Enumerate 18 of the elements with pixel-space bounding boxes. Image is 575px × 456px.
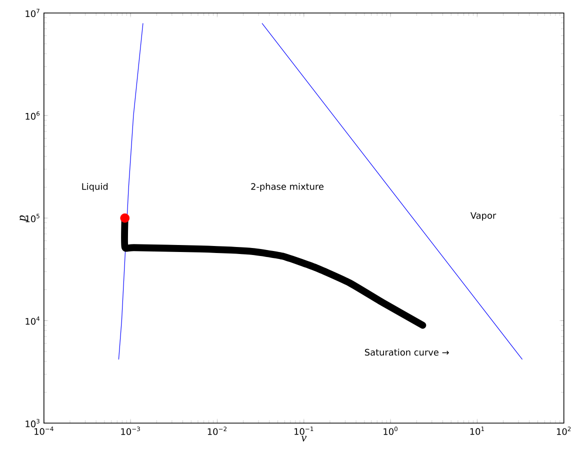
y-tick-label: 10$^{3}$ (26, 418, 40, 428)
x-tick-label: 10$^{−4}$ (34, 426, 54, 435)
x-tick-label: 10$^{2}$ (556, 426, 571, 435)
x-axis-title: v (301, 436, 307, 442)
annotation: Vapor (470, 212, 496, 221)
y-tick-label: 10$^{7}$ (26, 8, 40, 18)
line-series (118, 23, 144, 360)
annotation: 2-phase mixture (251, 182, 324, 192)
x-tick-label: 10$^{−3}$ (121, 426, 140, 435)
annotation: Saturation curve → (364, 348, 449, 356)
x-tick-label: 10$^{0}$ (384, 426, 398, 435)
annotation: Liquid (82, 182, 108, 192)
x-tick-label: 10$^{−1}$ (294, 426, 314, 435)
y-tick-label: 10$^{5}$ (26, 214, 40, 222)
y-tick-label: 10$^{6}$ (26, 111, 40, 120)
y-tick-label: 10$^{4}$ (26, 316, 40, 325)
x-tick-label: 10$^{−2}$ (208, 426, 226, 435)
x-tick-label: 10$^{1}$ (470, 426, 484, 435)
